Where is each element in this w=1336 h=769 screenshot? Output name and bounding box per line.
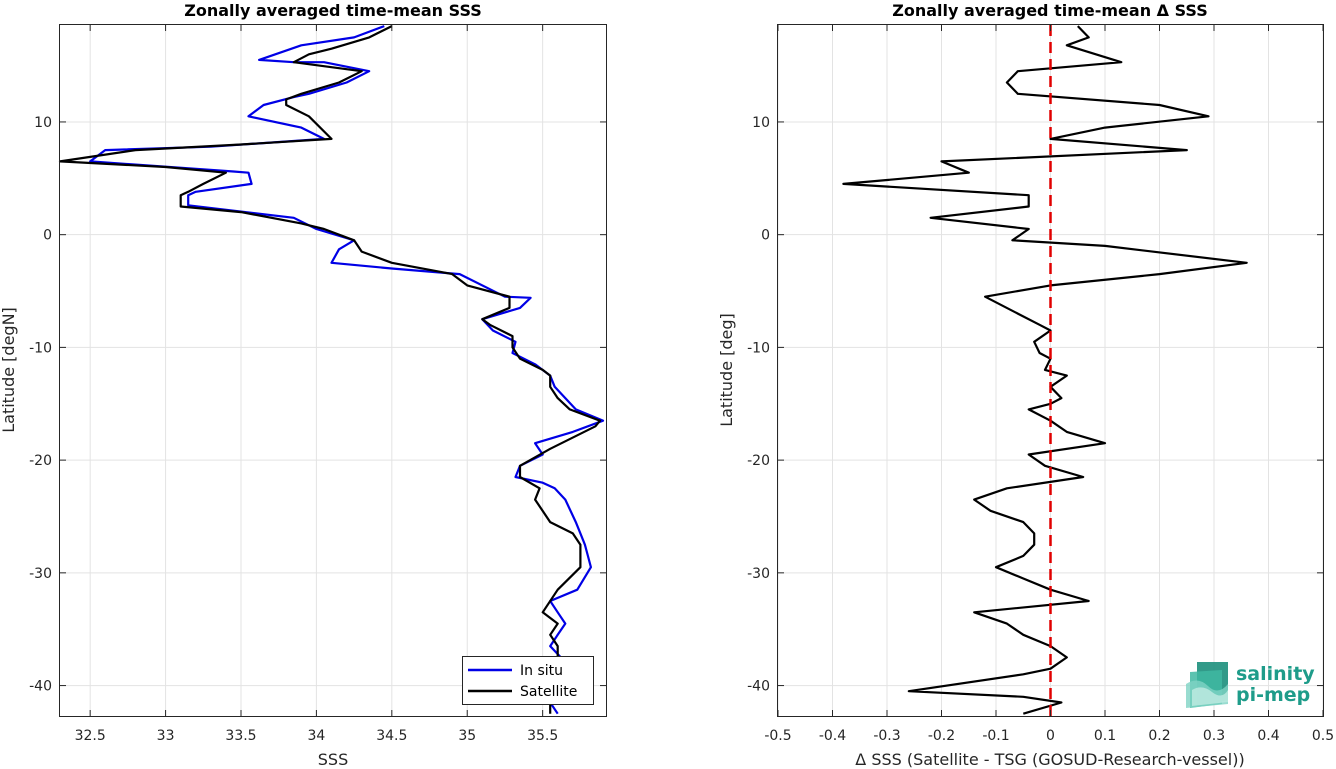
series-line-delta-sss	[842, 25, 1248, 715]
y-tick-label: 0	[43, 228, 52, 244]
series-line-in-situ	[89, 25, 605, 715]
axis-ticks: -0.5 -0.4 -0.3 -0.2 -0.1 0 0.1 0.2 0.3 0.4 0.5 10 0 -…	[747, 25, 1334, 744]
y-tick-label: -40	[29, 679, 52, 695]
x-tick-label: -0.4	[819, 728, 846, 744]
x-tick-label: 33	[157, 728, 175, 744]
x-tick-label: 34	[307, 728, 325, 744]
legend-label-satellite: Satellite	[520, 684, 577, 700]
y-axis-label: Latitude [degN]	[0, 307, 18, 433]
y-tick-label: -20	[29, 453, 52, 469]
axis-ticks: 32.5 33 33.5 34 34.5 35 35.5 10 0 -10 -20 -30 -40	[29, 25, 606, 744]
series-line-satellite	[58, 25, 602, 714]
y-axis-label: Latitude [deg]	[717, 313, 736, 427]
x-tick-label: 32.5	[75, 728, 106, 744]
y-tick-label: -40	[747, 679, 770, 695]
salinity-pi-mep-logo: salinity pi-mep	[1186, 662, 1315, 708]
y-tick-label: -30	[29, 566, 52, 582]
chart-title: Zonally averaged time-mean Δ SSS	[892, 1, 1208, 20]
delta-sss-chart: Zonally averaged time-mean Δ SSS -0.5 -0.…	[717, 1, 1334, 769]
y-tick-label: 0	[761, 228, 770, 244]
x-axis-label: SSS	[318, 750, 348, 769]
series-group	[842, 25, 1248, 716]
legend: In situ Satellite	[462, 656, 594, 705]
series-group	[58, 25, 605, 715]
legend-label-in-situ: In situ	[520, 663, 563, 679]
x-tick-label: 0.2	[1148, 728, 1170, 744]
x-tick-label: -0.2	[928, 728, 955, 744]
y-tick-label: 10	[34, 115, 52, 131]
plot-frame	[59, 24, 607, 717]
y-tick-label: -10	[29, 340, 52, 356]
x-tick-label: 0	[1046, 728, 1055, 744]
x-tick-label: -0.1	[982, 728, 1009, 744]
y-tick-label: -20	[747, 453, 770, 469]
x-tick-label: 0.3	[1203, 728, 1225, 744]
logo-text-line1: salinity	[1236, 663, 1315, 685]
x-tick-label: -0.5	[764, 728, 791, 744]
logo-mark-icon	[1186, 662, 1228, 708]
y-tick-label: 10	[752, 115, 770, 131]
x-tick-label: 34.5	[376, 728, 407, 744]
y-tick-label: -30	[747, 566, 770, 582]
x-axis-label: Δ SSS (Satellite - TSG (GOSUD-Research-v…	[855, 750, 1244, 769]
logo-text-line2: pi-mep	[1236, 684, 1310, 706]
x-tick-label: 35	[458, 728, 476, 744]
grid	[60, 25, 606, 716]
chart-title: Zonally averaged time-mean SSS	[184, 1, 482, 20]
sss-chart: Zonally averaged time-mean SSS 32.5 33 33.…	[0, 1, 607, 769]
x-tick-label: 33.5	[225, 728, 256, 744]
x-tick-label: 0.4	[1257, 728, 1279, 744]
x-tick-label: 35.5	[527, 728, 558, 744]
x-tick-label: -0.3	[873, 728, 900, 744]
plot-frame	[777, 24, 1324, 717]
x-tick-label: 0.1	[1094, 728, 1116, 744]
legend-box	[462, 656, 594, 705]
y-tick-label: -10	[747, 340, 770, 356]
x-tick-label: 0.5	[1312, 728, 1334, 744]
